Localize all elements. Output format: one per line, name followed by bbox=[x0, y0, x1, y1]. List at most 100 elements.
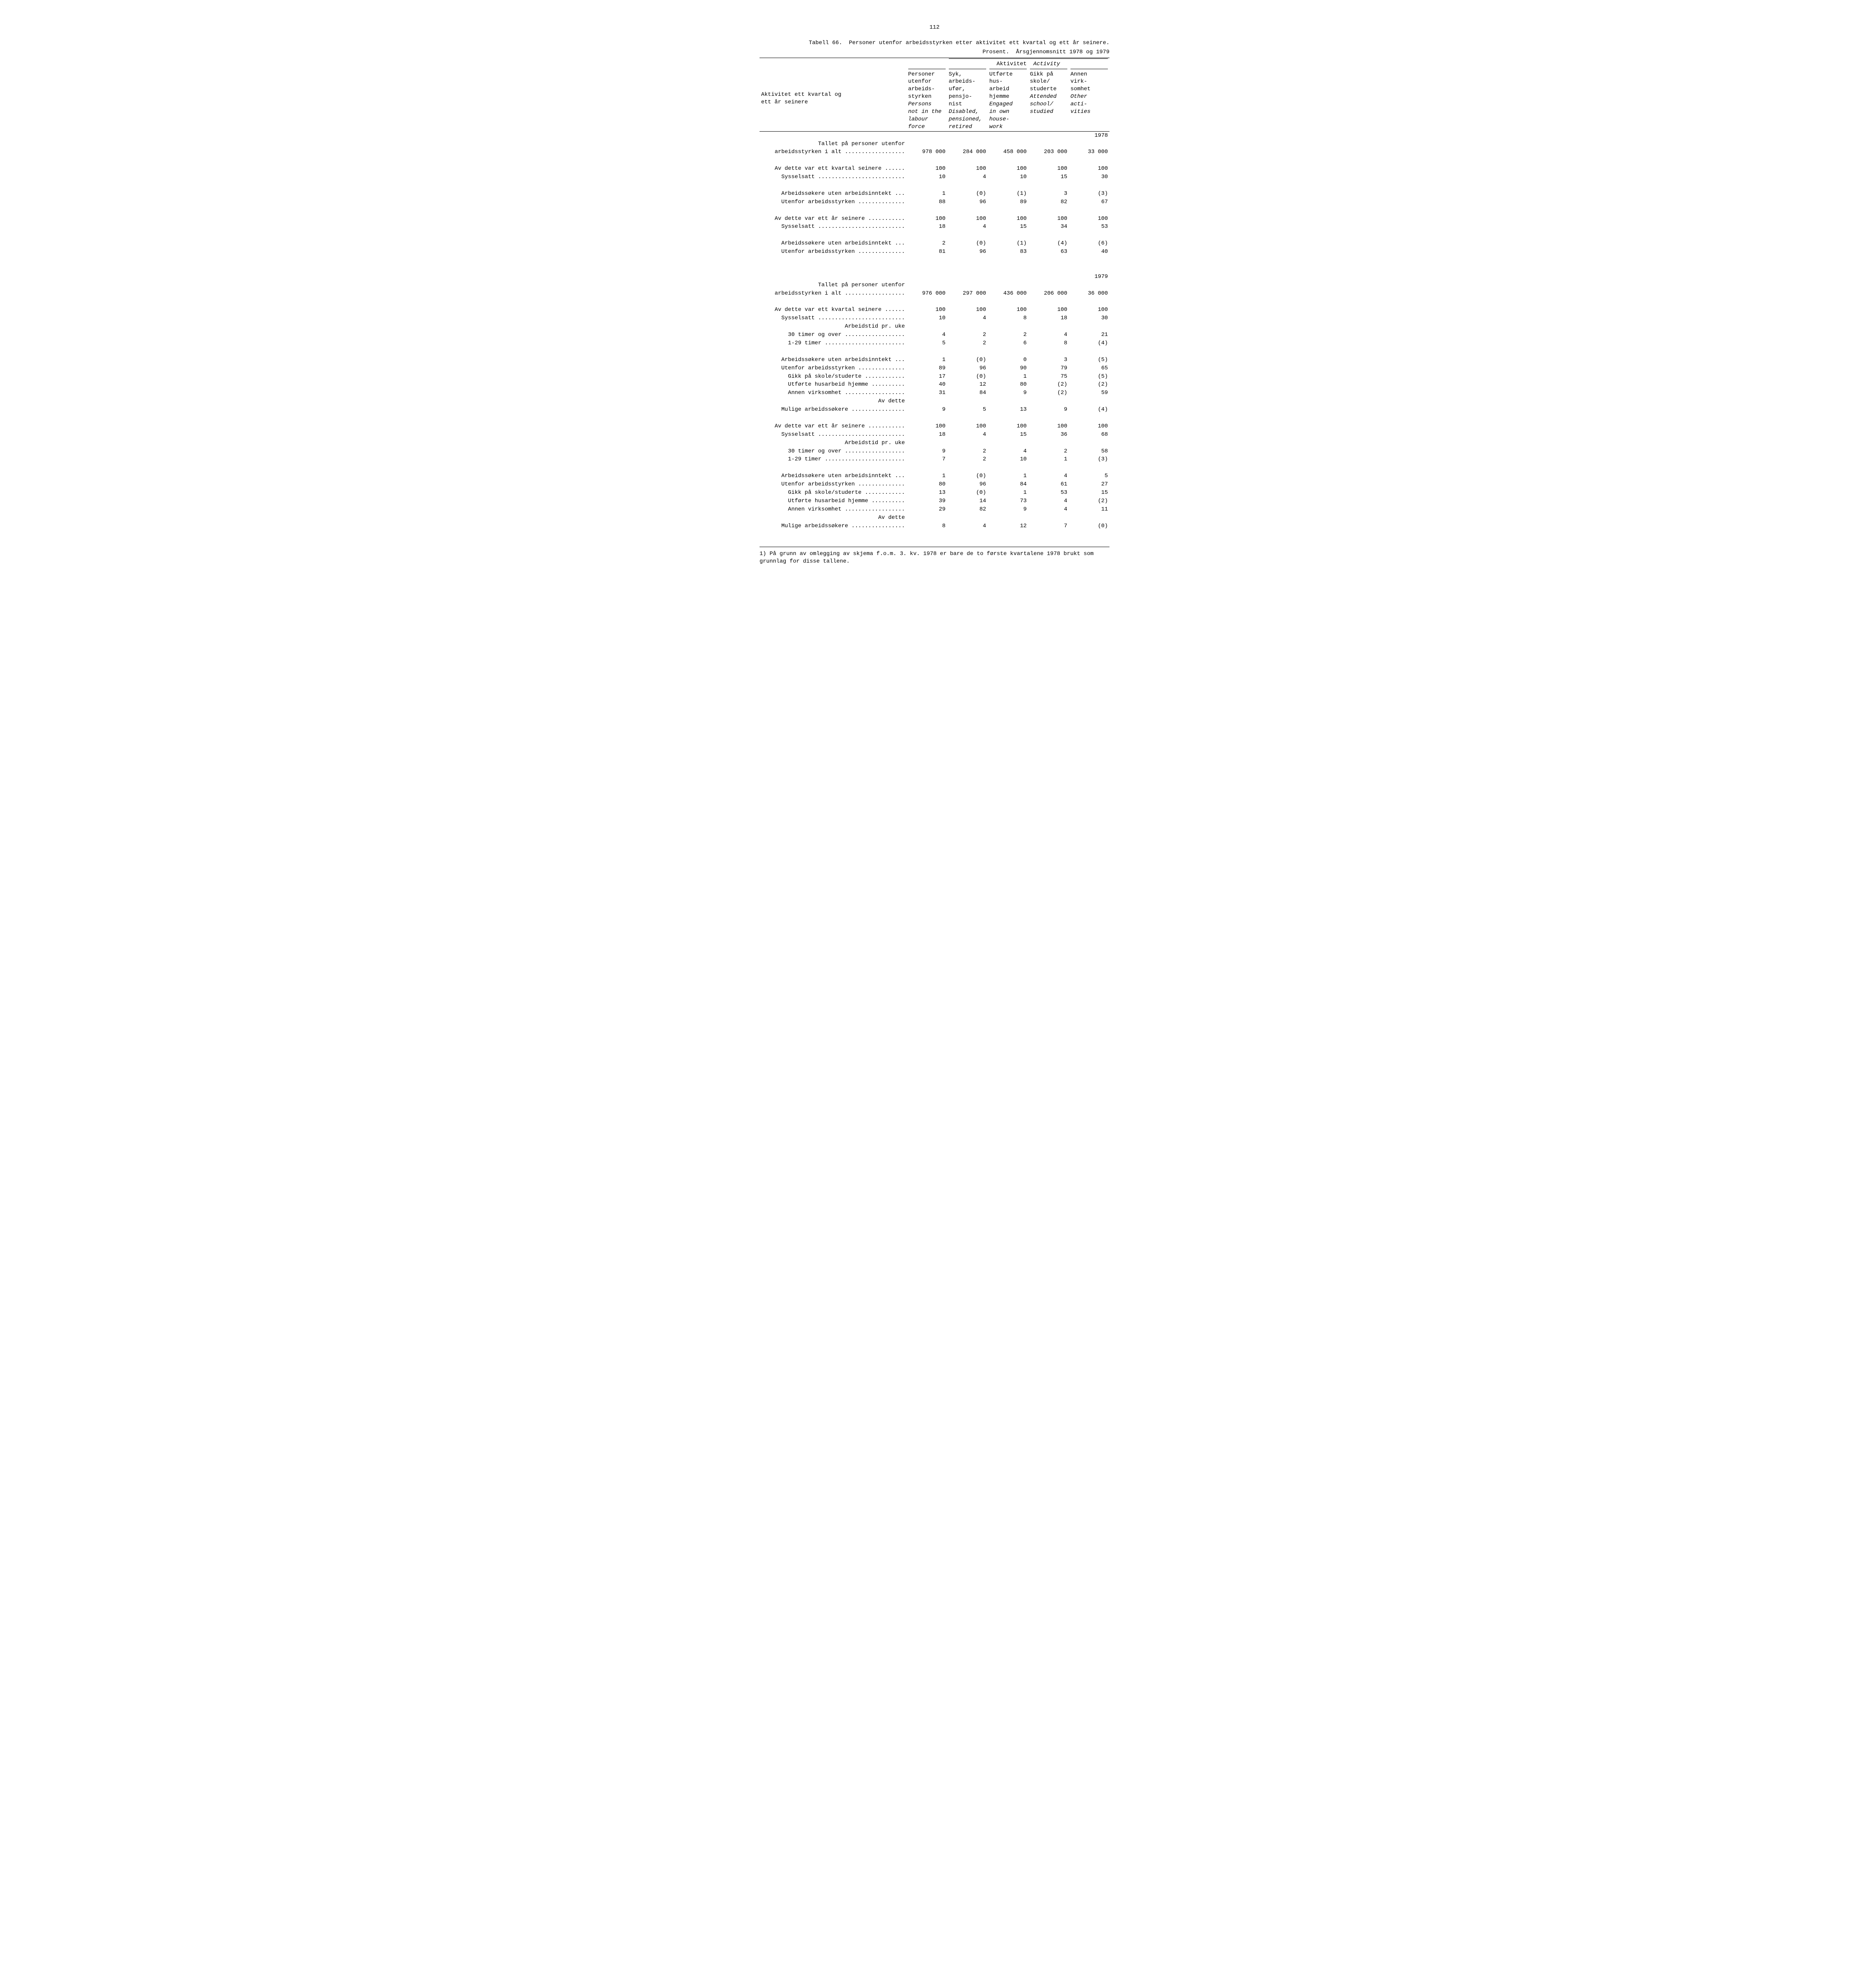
cell bbox=[1069, 140, 1109, 148]
cell: 96 bbox=[947, 364, 988, 373]
table-row: Sysselsatt ..........................104… bbox=[760, 173, 1109, 181]
cell: 89 bbox=[907, 364, 947, 373]
row-label: Arbeidstid pr. uke bbox=[760, 322, 907, 331]
table-row: Sysselsatt ..........................104… bbox=[760, 314, 1109, 322]
cell: 17 bbox=[907, 373, 947, 381]
table-row: Annen virksomhet ..................29829… bbox=[760, 505, 1109, 514]
page: 112 Tabell 66. Personer utenfor arbeidss… bbox=[736, 0, 1133, 645]
col-header-4: Gikk påskole/studerteAttendedschool/stud… bbox=[1028, 68, 1069, 131]
cell: 203 000 bbox=[1028, 148, 1069, 156]
cell bbox=[1028, 281, 1069, 289]
cell: (5) bbox=[1069, 373, 1109, 381]
cell: 9 bbox=[1028, 406, 1069, 414]
table-row: Arbeidstid pr. uke bbox=[760, 322, 1109, 331]
cell: 2 bbox=[988, 331, 1028, 339]
gap bbox=[760, 181, 1109, 190]
cell bbox=[1069, 322, 1109, 331]
cell bbox=[947, 281, 988, 289]
row-label: Tallet på personer utenfor bbox=[760, 140, 907, 148]
stub-header-blank bbox=[760, 58, 907, 68]
cell: 978 000 bbox=[907, 148, 947, 156]
cell: 33 000 bbox=[1069, 148, 1109, 156]
cell: 13 bbox=[988, 406, 1028, 414]
row-label: Av dette bbox=[760, 397, 907, 406]
gap bbox=[760, 298, 1109, 306]
cell: 4 bbox=[907, 331, 947, 339]
row-label: Arbeidssøkere uten arbeidsinntekt ... bbox=[760, 472, 907, 480]
cell: 458 000 bbox=[988, 148, 1028, 156]
table-row: arbeidsstyrken i alt ..................9… bbox=[760, 289, 1109, 298]
cell: 284 000 bbox=[947, 148, 988, 156]
row-label: arbeidsstyrken i alt .................. bbox=[760, 289, 907, 298]
cell: 30 bbox=[1069, 173, 1109, 181]
cell: 2 bbox=[947, 331, 988, 339]
cell: 40 bbox=[1069, 248, 1109, 256]
cell: 96 bbox=[947, 480, 988, 489]
cell: (4) bbox=[1028, 239, 1069, 248]
super-header-text: Aktivitet bbox=[997, 61, 1027, 67]
gap bbox=[760, 348, 1109, 356]
cell: 10 bbox=[907, 314, 947, 322]
cell: 4 bbox=[1028, 331, 1069, 339]
table-row: Arbeidssøkere uten arbeidsinntekt ...1(0… bbox=[760, 472, 1109, 480]
cell: 12 bbox=[988, 522, 1028, 530]
row-label: Sysselsatt .......................... bbox=[760, 223, 907, 231]
cell: 4 bbox=[947, 431, 988, 439]
table-row: Sysselsatt ..........................184… bbox=[760, 223, 1109, 231]
cell: 96 bbox=[947, 198, 988, 206]
cell: 14 bbox=[947, 497, 988, 505]
col-header-3: Utførtehus-arbeidhjemmeEngagedin ownhous… bbox=[988, 68, 1028, 131]
cell: 100 bbox=[907, 165, 947, 173]
cell: 11 bbox=[1069, 505, 1109, 514]
cell: 297 000 bbox=[947, 289, 988, 298]
table-caption-line1: Tabell 66. Personer utenfor arbeidsstyrk… bbox=[760, 39, 1109, 47]
cell: 59 bbox=[1069, 389, 1109, 397]
cell: 100 bbox=[988, 165, 1028, 173]
cell: 2 bbox=[947, 447, 988, 456]
cell: 1 bbox=[907, 472, 947, 480]
gap-row bbox=[760, 256, 1109, 264]
cell bbox=[988, 439, 1028, 447]
row-label: Mulige arbeidssøkere ................ bbox=[760, 522, 907, 530]
cell: 7 bbox=[907, 455, 947, 464]
cell: (4) bbox=[1069, 406, 1109, 414]
cell: 9 bbox=[988, 389, 1028, 397]
cell: 4 bbox=[947, 173, 988, 181]
row-label: 30 timer og over .................. bbox=[760, 447, 907, 456]
cell: 4 bbox=[947, 223, 988, 231]
gap-row bbox=[760, 264, 1109, 273]
cell: 90 bbox=[988, 364, 1028, 373]
table-row: Utenfor arbeidsstyrken ..............809… bbox=[760, 480, 1109, 489]
cell: 4 bbox=[947, 314, 988, 322]
cell bbox=[988, 514, 1028, 522]
table-row: Utenfor arbeidsstyrken ..............899… bbox=[760, 364, 1109, 373]
table-row: Av dette bbox=[760, 397, 1109, 406]
cell bbox=[1069, 281, 1109, 289]
cell bbox=[1069, 514, 1109, 522]
table-row: 1-29 timer ........................72101… bbox=[760, 455, 1109, 464]
cell: (2) bbox=[1069, 497, 1109, 505]
cell: 1 bbox=[988, 373, 1028, 381]
table-row: Utenfor arbeidsstyrken ..............889… bbox=[760, 198, 1109, 206]
cell: 4 bbox=[988, 447, 1028, 456]
cell: 4 bbox=[1028, 505, 1069, 514]
table-row: Gikk på skole/studerte ............17(0)… bbox=[760, 373, 1109, 381]
row-label: Annen virksomhet .................. bbox=[760, 389, 907, 397]
gap bbox=[760, 231, 1109, 239]
cell: 80 bbox=[907, 480, 947, 489]
cell: 3 bbox=[1028, 190, 1069, 198]
cell: 100 bbox=[988, 422, 1028, 431]
cell bbox=[1028, 140, 1069, 148]
row-label: Mulige arbeidssøkere ................ bbox=[760, 406, 907, 414]
cell: 63 bbox=[1028, 248, 1069, 256]
cell: 3 bbox=[1028, 356, 1069, 364]
footnote: 1) På grunn av omlegging av skjema f.o.m… bbox=[760, 550, 1109, 565]
cell: 53 bbox=[1028, 489, 1069, 497]
cell: 2 bbox=[1028, 447, 1069, 456]
row-label: Sysselsatt .......................... bbox=[760, 431, 907, 439]
row-label: Gikk på skole/studerte ............ bbox=[760, 489, 907, 497]
stub-h1: Aktivitet ett kvartal og bbox=[761, 91, 841, 98]
cell: 5 bbox=[907, 339, 947, 348]
cell: (5) bbox=[1069, 356, 1109, 364]
cell: 68 bbox=[1069, 431, 1109, 439]
